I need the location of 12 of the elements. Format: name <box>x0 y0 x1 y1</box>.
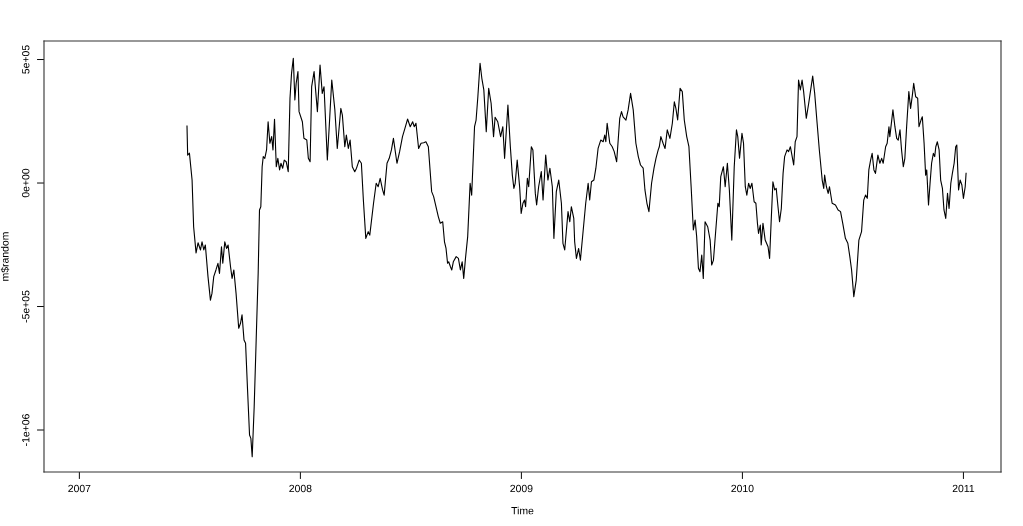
y-tick-label: 0e+00 <box>22 168 30 198</box>
x-tick-label: 2008 <box>289 484 312 493</box>
x-tick-label: 2010 <box>731 484 754 493</box>
line-series <box>186 57 967 458</box>
x-tick-label: 2007 <box>68 484 91 493</box>
y-tick-label: 5e+05 <box>22 45 30 74</box>
y-tick-label: -1e+06 <box>22 414 30 446</box>
y-tick-label: -5e+05 <box>22 290 30 323</box>
x-tick-label: 2011 <box>952 484 975 493</box>
y-axis-title: m$random <box>0 232 10 281</box>
x-tick-label: 2009 <box>510 484 533 493</box>
x-axis-title: Time <box>511 506 534 515</box>
